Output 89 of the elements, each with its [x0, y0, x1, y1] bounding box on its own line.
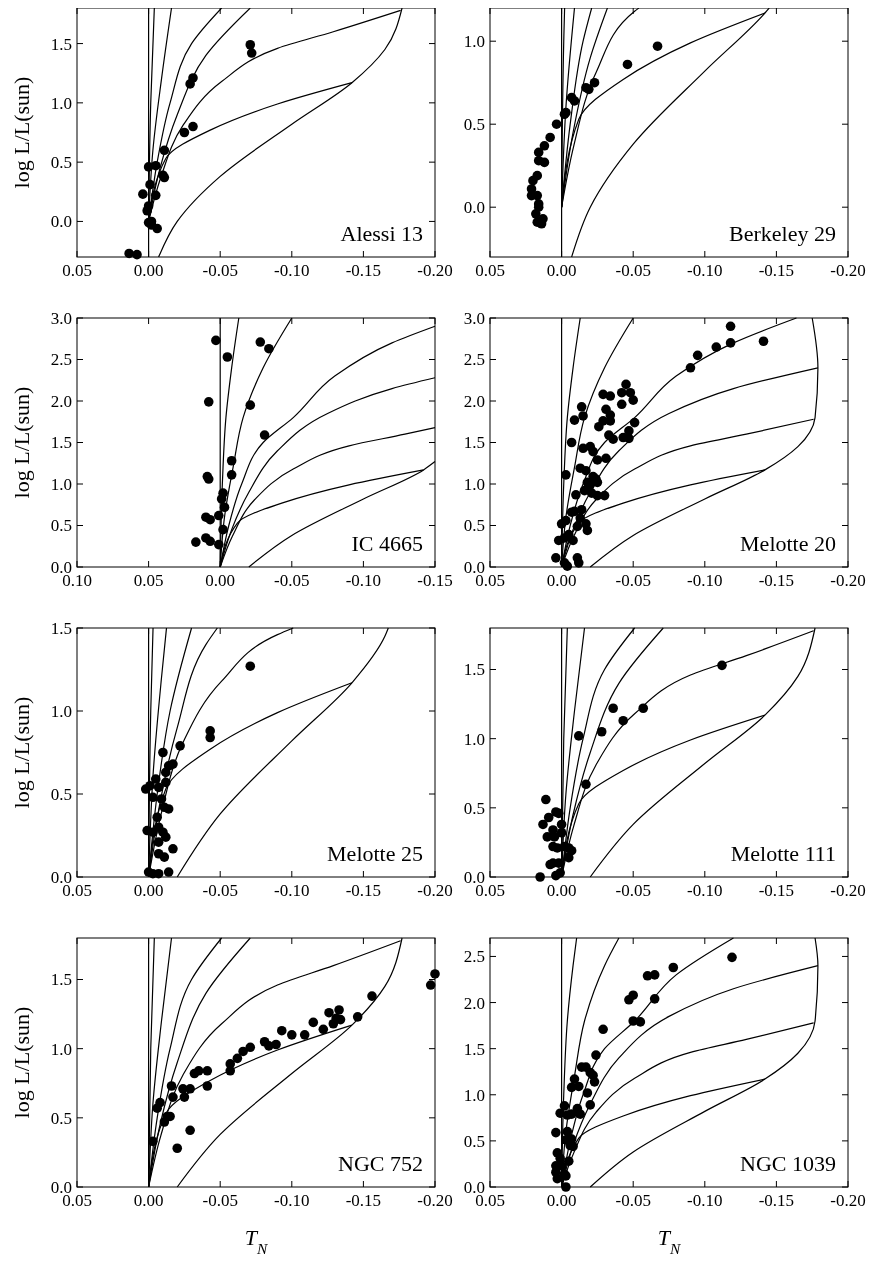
y-tick-label: 1.5: [463, 1039, 485, 1059]
x-tick-label: -0.20: [417, 261, 453, 280]
annotation: NGC 1039: [740, 1151, 836, 1176]
annotation: NGC 752: [338, 1151, 423, 1176]
x-tick-label: -0.10: [345, 571, 382, 590]
y-tick-label: 2.5: [463, 350, 485, 370]
y-tick-label: 2.0: [463, 993, 485, 1013]
y-tick-label: 0.5: [50, 153, 72, 173]
x-tick-label: 0.05: [62, 261, 92, 280]
x-tick-label: 0.00: [546, 1191, 577, 1210]
x-tick-label: -0.15: [758, 261, 795, 280]
x-tick-label: 0.00: [546, 571, 577, 590]
annotation: Melotte 111: [730, 841, 836, 866]
x-tick-label: -0.20: [830, 1191, 866, 1210]
x-tick-label: 0.00: [205, 571, 236, 590]
x-tick-label: -0.10: [687, 261, 723, 280]
x-tick-label: -0.10: [687, 1191, 723, 1210]
x-tick-label: -0.15: [417, 571, 453, 590]
y-tick-label: 1.0: [463, 474, 485, 494]
y-tick-label: 1.0: [50, 474, 72, 494]
x-tick-label: -0.15: [758, 571, 795, 590]
y-tick-label: 1.5: [50, 618, 72, 638]
x-tick-label: -0.15: [758, 1191, 795, 1210]
y-tick-label: 0.0: [50, 212, 72, 232]
x-tick-label: -0.05: [202, 261, 238, 280]
y-tick-label: 0.5: [463, 115, 485, 135]
y-tick-label: 2.0: [463, 391, 485, 411]
y-axis-title: log L/L(sun): [9, 696, 34, 809]
y-tick-label: 1.0: [463, 1085, 485, 1105]
y-tick-label: 1.0: [50, 93, 72, 113]
annotation: Melotte 20: [740, 531, 836, 556]
x-tick-label: 0.00: [133, 881, 164, 900]
x-tick-label: 0.05: [475, 261, 505, 280]
x-tick-label: -0.05: [274, 571, 310, 590]
y-axis-title: log L/L(sun): [9, 1006, 34, 1119]
x-tick-label: -0.20: [417, 1191, 453, 1210]
x-tick-label: -0.05: [615, 1191, 651, 1210]
x-axis-title: T$_{N}$: [657, 1225, 681, 1257]
x-tick-label: -0.20: [417, 881, 453, 900]
y-tick-label: 1.5: [50, 34, 72, 54]
y-tick-label: 1.5: [50, 970, 72, 990]
y-axis-title: log L/L(sun): [9, 76, 34, 189]
x-tick-label: 0.05: [133, 571, 164, 590]
x-tick-label: -0.15: [758, 881, 795, 900]
y-tick-label: 1.5: [463, 660, 485, 680]
x-tick-label: -0.20: [830, 881, 866, 900]
x-tick-label: -0.05: [615, 571, 651, 590]
x-tick-label: -0.20: [830, 261, 866, 280]
y-tick-label: 0.5: [463, 798, 485, 818]
y-tick-label: 2.5: [463, 947, 485, 967]
x-tick-label: -0.05: [202, 1191, 238, 1210]
x-tick-label: -0.05: [202, 881, 238, 900]
y-tick-label: 1.5: [463, 433, 485, 453]
y-tick-label: 0.5: [50, 516, 72, 536]
x-tick-label: -0.10: [274, 881, 310, 900]
x-tick-label: -0.05: [615, 881, 651, 900]
y-tick-label: 1.0: [463, 32, 485, 52]
y-tick-label: 3.0: [463, 308, 485, 328]
y-tick-label: 0.5: [50, 1108, 72, 1128]
y-tick-label: 2.5: [50, 350, 72, 370]
y-tick-label: 3.0: [50, 308, 72, 328]
y-tick-label: 0.5: [50, 784, 72, 804]
x-tick-label: 0.00: [133, 1191, 164, 1210]
annotation: Berkeley 29: [729, 221, 836, 246]
x-tick-label: 0.00: [546, 261, 577, 280]
x-tick-label: -0.05: [615, 261, 651, 280]
x-tick-label: 0.00: [133, 261, 164, 280]
y-tick-label: 1.0: [50, 1039, 72, 1059]
annotation: IC 4665: [351, 531, 423, 556]
annotation: Alessi 13: [340, 221, 423, 246]
x-tick-label: -0.10: [274, 261, 310, 280]
y-tick-label: 1.0: [50, 701, 72, 721]
y-tick-label: 0.5: [463, 516, 485, 536]
x-axis-title: T$_{N}$: [244, 1225, 268, 1257]
x-tick-label: -0.10: [687, 881, 723, 900]
y-axis-title: log L/L(sun): [9, 386, 34, 499]
y-tick-label: 0.0: [463, 198, 485, 218]
y-tick-label: 1.5: [50, 433, 72, 453]
x-tick-label: -0.10: [687, 571, 723, 590]
x-tick-label: -0.10: [274, 1191, 310, 1210]
x-tick-label: -0.15: [345, 1191, 382, 1210]
y-tick-label: 0.5: [463, 1131, 485, 1151]
x-tick-label: -0.15: [345, 881, 382, 900]
y-tick-label: 1.0: [463, 729, 485, 749]
y-tick-label: 2.0: [50, 391, 72, 411]
annotation: Melotte 25: [327, 841, 423, 866]
x-tick-label: -0.20: [830, 571, 866, 590]
x-tick-label: 0.00: [546, 881, 577, 900]
x-tick-label: -0.15: [345, 261, 382, 280]
